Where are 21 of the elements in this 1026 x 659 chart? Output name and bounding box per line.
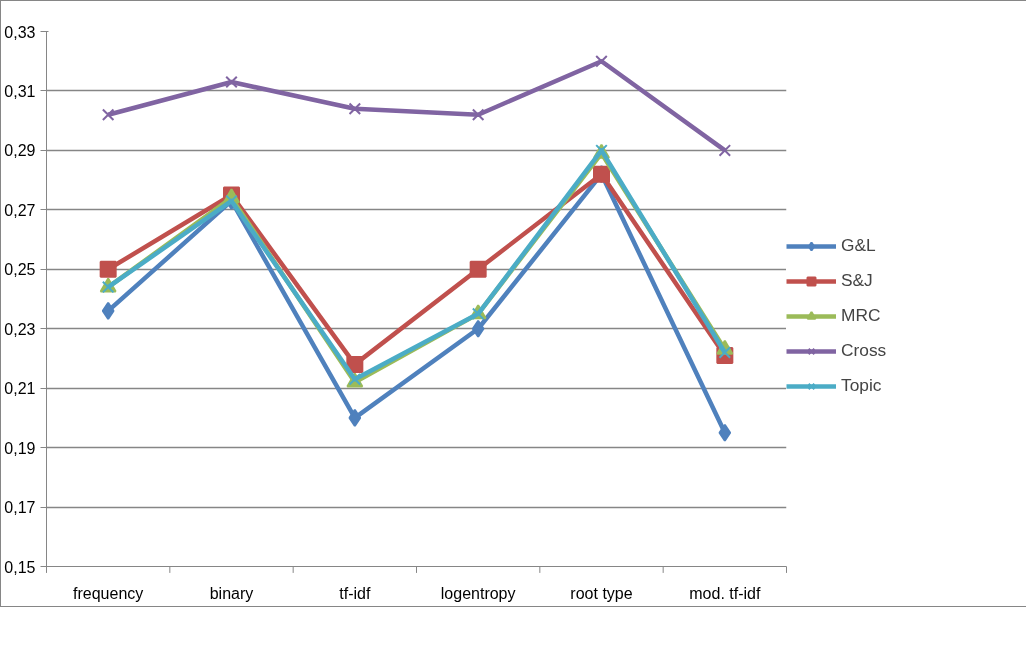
legend-label: Cross	[841, 340, 888, 361]
x-tick-label: tf-idf	[339, 584, 371, 602]
y-tick-label: 0,19	[4, 439, 36, 457]
x-tick-label: binary	[209, 584, 254, 602]
y-tick-label: 0,25	[4, 261, 36, 279]
x-tick-label: logentropy	[440, 584, 516, 602]
y-tick-label: 0,23	[4, 320, 36, 338]
y-tick-label: 0,27	[4, 201, 36, 219]
legend-label: S&J	[841, 270, 874, 291]
y-tick-label: 0,15	[4, 558, 36, 576]
x-tick-label: frequency	[73, 584, 144, 602]
legend-label: MRC	[841, 305, 882, 326]
y-tick-label: 0,29	[4, 142, 36, 160]
y-tick-label: 0,21	[4, 380, 36, 398]
x-tick-label: root type	[570, 584, 633, 602]
legend-label: Topic	[841, 375, 883, 396]
y-tick-label: 0,33	[4, 23, 36, 41]
y-tick-label: 0,17	[4, 499, 36, 517]
y-tick-label: 0,31	[4, 82, 36, 100]
x-tick-label: mod. tf-idf	[689, 584, 761, 602]
legend-label: G&L	[841, 235, 877, 256]
